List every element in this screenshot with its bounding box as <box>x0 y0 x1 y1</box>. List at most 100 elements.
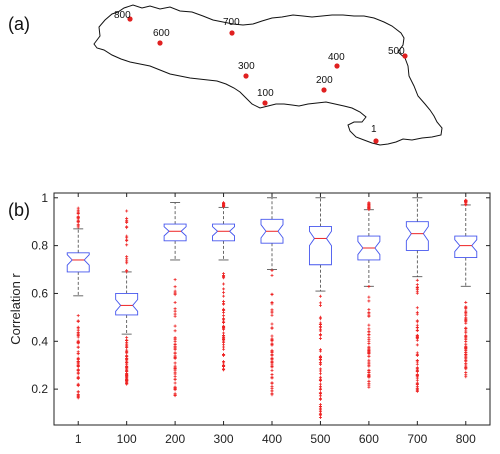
outlier-point <box>270 313 274 317</box>
outlier-point <box>222 299 226 303</box>
outlier-point <box>222 353 226 357</box>
outlier-point <box>415 286 419 290</box>
outlier-point <box>270 365 274 369</box>
outlier-point <box>173 381 177 385</box>
station-point <box>402 53 408 59</box>
outlier-point <box>318 377 322 381</box>
outlier-point <box>318 387 322 391</box>
outlier-point <box>464 326 468 330</box>
outlier-point <box>76 219 80 223</box>
outlier-point <box>415 291 419 295</box>
outlier-point <box>367 295 371 299</box>
outlier-point <box>125 382 129 386</box>
y-tick-label: 0.8 <box>31 239 48 253</box>
station-500: 500 <box>388 46 408 59</box>
outlier-point <box>415 338 419 342</box>
outlier-point <box>76 372 80 376</box>
outlier-point <box>222 331 226 335</box>
outlier-point <box>415 378 419 382</box>
box-300 <box>212 201 236 372</box>
outlier-point <box>367 337 371 341</box>
x-tick-label: 500 <box>310 432 330 446</box>
outlier-point <box>415 335 419 339</box>
outlier-point <box>318 415 322 419</box>
box-body <box>212 223 236 242</box>
outlier-point <box>222 282 226 286</box>
outlier-point <box>415 319 419 323</box>
outlier-point <box>173 368 177 372</box>
panel-label-b: (b) <box>8 200 30 220</box>
outlier-point <box>76 375 80 379</box>
box-100 <box>115 209 139 386</box>
outliers <box>173 278 177 398</box>
outlier-point <box>318 294 322 298</box>
outlier-point <box>173 291 177 295</box>
x-tick-label: 300 <box>214 432 234 446</box>
station-label: 800 <box>114 10 131 21</box>
outlier-point <box>464 300 468 304</box>
outlier-point <box>125 350 129 354</box>
station-600: 600 <box>153 28 170 46</box>
outlier-point <box>76 390 80 394</box>
box-500 <box>308 197 332 419</box>
outlier-point <box>318 321 322 325</box>
box-400 <box>260 197 284 397</box>
outlier-point <box>415 373 419 377</box>
outlier-point <box>173 394 177 398</box>
outlier-point <box>464 345 468 349</box>
outlier-point <box>125 338 129 342</box>
outlier-point <box>270 308 274 312</box>
outlier-point <box>464 316 468 320</box>
outlier-point <box>464 371 468 375</box>
outlier-point <box>270 293 274 297</box>
station-label: 700 <box>223 17 240 28</box>
outliers <box>125 209 129 386</box>
outlier-point <box>270 334 274 338</box>
outlier-point <box>125 220 129 224</box>
outlier-point <box>173 377 177 381</box>
outlier-point <box>318 394 322 398</box>
outlier-point <box>415 360 419 364</box>
outlier-point <box>318 412 322 416</box>
y-tick-label: 0.6 <box>31 286 48 300</box>
outlier-point <box>367 206 371 210</box>
outlier-point <box>76 360 80 364</box>
outlier-point <box>464 333 468 337</box>
outlier-point <box>173 357 177 361</box>
box-800 <box>454 198 478 379</box>
outlier-point <box>76 216 80 220</box>
outlier-point <box>222 367 226 371</box>
boxplot-chart: 0.2 0.4 0.6 0.8 1 1 100 200 300 400 500 600 700 800 Co… <box>8 191 491 446</box>
outlier-point <box>222 294 226 298</box>
station-1: 1 <box>371 124 379 144</box>
box-body <box>260 218 284 244</box>
outlier-point <box>367 307 371 311</box>
outlier-point <box>318 356 322 360</box>
outlier-point <box>173 314 177 318</box>
outlier-point <box>222 202 226 206</box>
y-axis-label: Correlation r <box>8 273 23 345</box>
outlier-point <box>367 323 371 327</box>
outlier-point <box>173 372 177 376</box>
outlier-point <box>415 389 419 393</box>
outlier-point <box>270 350 274 354</box>
outlier-point <box>367 299 371 303</box>
outlier-point <box>270 393 274 397</box>
outlier-point <box>318 402 322 406</box>
panel-label-a: (a) <box>8 14 30 34</box>
outlier-point <box>222 274 226 278</box>
outlier-point <box>125 361 129 365</box>
station-800: 800 <box>114 10 133 22</box>
outlier-point <box>318 336 322 340</box>
y-tick-label: 1 <box>41 191 48 205</box>
outlier-point <box>222 324 226 328</box>
outlier-point <box>173 278 177 282</box>
outliers <box>270 268 274 397</box>
station-400: 400 <box>328 52 345 69</box>
outlier-point <box>173 285 177 289</box>
outlier-point <box>367 312 371 316</box>
outlier-point <box>415 283 419 287</box>
outliers <box>415 278 419 393</box>
outlier-point <box>415 278 419 282</box>
